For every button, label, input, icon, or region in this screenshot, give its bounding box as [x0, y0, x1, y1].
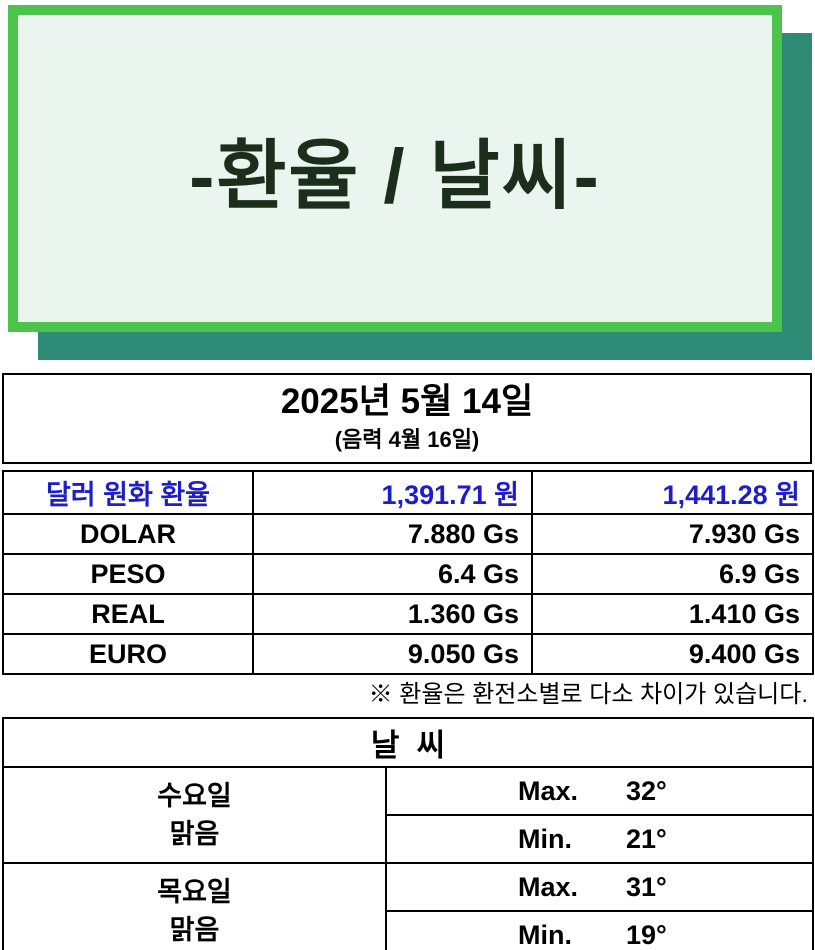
- rate-value-left: 1,391.71 원: [252, 470, 533, 515]
- rate-value-left: 7.880 Gs: [252, 513, 533, 555]
- weather-day-name: 목요일: [157, 877, 232, 907]
- date-lunar: (음력 4월 16일): [334, 427, 480, 452]
- rate-value-right: 1.410 Gs: [531, 593, 814, 635]
- table-row-peso: PESO 6.4 Gs 6.9 Gs: [2, 553, 814, 595]
- currency-name: DOLAR: [2, 513, 254, 555]
- date-box: 2025년 5월 14일 (음력 4월 16일): [2, 373, 812, 464]
- weather-row-thursday-min: Min. 19°: [3, 910, 815, 950]
- weather-header-row: 날 씨: [1, 717, 815, 768]
- exchange-rate-note: ※ 환율은 환전소별로 다소 차이가 있습니다.: [368, 681, 808, 708]
- min-value: 19°: [626, 919, 667, 950]
- weather-header: 날 씨: [1, 717, 815, 768]
- currency-name: PESO: [2, 553, 254, 595]
- rate-value-right: 1,441.28 원: [531, 470, 814, 515]
- weather-max-cell: Max. 32°: [384, 766, 815, 816]
- weather-condition: 맑음: [169, 819, 220, 849]
- table-row-euro: EURO 9.050 Gs 9.400 Gs: [2, 633, 814, 675]
- weather-row-wednesday-max: 수요일 맑음 Max. 32°: [2, 766, 815, 864]
- table-row-won-rate: 달러 원화 환율 1,391.71 원 1,441.28 원: [2, 470, 814, 515]
- banner-area: -환율 / 날씨-: [0, 0, 815, 373]
- weather-max-cell: Max. 31°: [384, 862, 815, 912]
- temp-row: Min. 19°: [518, 920, 811, 950]
- weather-min-cell: Min. 21°: [384, 814, 815, 864]
- max-value: 32°: [626, 775, 667, 806]
- title-banner: -환율 / 날씨-: [8, 5, 782, 332]
- rate-value-right: 9.400 Gs: [531, 633, 814, 675]
- temp-row: Max. 31°: [518, 872, 811, 903]
- rate-value-right: 7.930 Gs: [531, 513, 814, 555]
- max-label: Max.: [518, 871, 579, 902]
- currency-name: EURO: [2, 633, 254, 675]
- weather-row-thursday-max: 목요일 맑음 Max. 31°: [2, 862, 815, 950]
- rate-value-right: 6.9 Gs: [531, 553, 814, 595]
- weather-row-wednesday-min: Min. 21°: [3, 814, 815, 864]
- page-title: -환율 / 날씨-: [189, 133, 601, 219]
- date-main: 2025년 5월 14일: [280, 382, 534, 421]
- min-label: Min.: [518, 823, 572, 854]
- min-label: Min.: [518, 919, 572, 950]
- currency-name: REAL: [2, 593, 254, 635]
- temp-row: Max. 32°: [518, 776, 811, 807]
- exchange-rate-table: 달러 원화 환율 1,391.71 원 1,441.28 원 DOLAR 7.8…: [2, 470, 814, 675]
- currency-name: 달러 원화 환율: [2, 470, 254, 515]
- temp-row: Min. 21°: [518, 824, 811, 855]
- table-row-real: REAL 1.360 Gs 1.410 Gs: [2, 593, 814, 635]
- weather-day-cell: 목요일 맑음: [2, 862, 387, 950]
- weather-table: 날 씨 수요일 맑음 Max. 32° Min.: [1, 717, 815, 950]
- rate-value-left: 1.360 Gs: [252, 593, 533, 635]
- table-row-dolar: DOLAR 7.880 Gs 7.930 Gs: [2, 513, 814, 555]
- rate-value-left: 6.4 Gs: [252, 553, 533, 595]
- weather-day-cell: 수요일 맑음: [2, 766, 387, 864]
- max-value: 31°: [626, 871, 667, 902]
- min-value: 21°: [626, 823, 667, 854]
- weather-day-name: 수요일: [157, 781, 232, 811]
- rate-value-left: 9.050 Gs: [252, 633, 533, 675]
- max-label: Max.: [518, 775, 579, 806]
- weather-condition: 맑음: [169, 915, 220, 945]
- weather-min-cell: Min. 19°: [384, 910, 815, 950]
